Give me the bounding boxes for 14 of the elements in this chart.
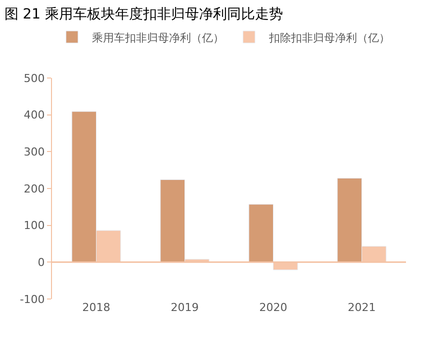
y-tick-label: 200 xyxy=(24,182,45,196)
legend-label: 乘用车扣非归母净利（亿） xyxy=(92,31,224,44)
chart-title: 图 21 乘用车板块年度扣非归母净利同比走势 xyxy=(4,6,284,22)
y-tick-label: 400 xyxy=(24,108,45,122)
y-tick-label: 100 xyxy=(24,219,45,232)
x-tick-label: 2018 xyxy=(82,301,110,314)
x-tick-label: 2021 xyxy=(348,301,376,314)
y-tick-label: 0 xyxy=(38,256,45,270)
y-tick-label: 500 xyxy=(24,72,45,85)
x-tick-label: 2020 xyxy=(259,301,288,314)
y-tick-label: 300 xyxy=(24,146,45,159)
y-tick-label: -100 xyxy=(20,292,45,306)
legend-label: 扣除扣非归母净利（亿） xyxy=(268,31,390,44)
x-tick-label: 2019 xyxy=(170,301,199,314)
